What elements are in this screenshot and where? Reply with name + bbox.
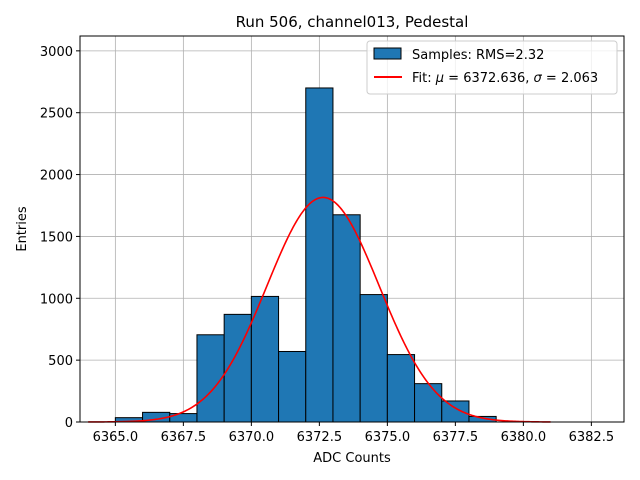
legend-fit-sep: , — [525, 71, 533, 86]
histogram-bar — [441, 400, 470, 423]
y-tick-label: 2000 — [40, 169, 73, 184]
legend-fit-sigma-eq: = — [542, 71, 561, 86]
fit-curve — [88, 196, 551, 423]
legend-fit-label: Fit: μ = 6372.636, σ = 2.063 — [412, 71, 598, 86]
x-tick-label: 6370.0 — [229, 430, 275, 445]
x-tick-label: 6365.0 — [93, 430, 139, 445]
histogram-bar — [278, 350, 307, 423]
x-tick-label: 6372.5 — [297, 430, 343, 445]
legend-samples-swatch — [373, 47, 402, 60]
x-tick-label: 6375.0 — [365, 430, 411, 445]
y-tick-label: 2500 — [40, 107, 73, 122]
histogram-bar — [305, 87, 334, 423]
plot-frame — [79, 35, 625, 423]
histogram-bar — [196, 334, 225, 423]
y-tick-label: 1000 — [40, 292, 73, 307]
y-tick-label: 500 — [48, 354, 73, 369]
legend: Samples: RMS=2.32 Fit: μ = 6372.636, σ =… — [366, 40, 618, 95]
x-tick-label: 6367.5 — [161, 430, 207, 445]
x-tick-label: 6382.5 — [569, 430, 615, 445]
x-tick-label: 6380.0 — [501, 430, 547, 445]
legend-fit-prefix: Fit: — [412, 71, 436, 86]
x-axis-label: ADC Counts — [313, 451, 391, 466]
y-axis-label: Entries — [15, 206, 30, 252]
legend-fit-mu-symbol: μ — [435, 71, 444, 86]
legend-fit-mu-eq: = — [444, 71, 463, 86]
legend-samples-label: Samples: RMS=2.32 — [412, 48, 544, 63]
histogram-bar — [386, 354, 416, 423]
legend-fit-sigma-symbol: σ — [534, 71, 543, 86]
legend-box — [366, 40, 618, 95]
legend-fit-sigma-value: 2.063 — [561, 71, 598, 86]
chart-title: Run 506, channel013, Pedestal — [236, 13, 469, 31]
histogram-bars — [114, 87, 497, 423]
y-tick-label: 3000 — [40, 45, 73, 60]
x-axis-ticks: 6365.0 6367.5 6370.0 6372.5 6375.0 6377.5 6380… — [93, 422, 615, 445]
fit-curve-group — [88, 196, 551, 423]
y-axis-ticks: 0 500 1000 1500 2000 2500 3000 — [40, 45, 80, 431]
histogram-bar — [332, 214, 361, 423]
histogram-bar — [414, 383, 443, 423]
x-tick-label: 6377.5 — [433, 430, 479, 445]
y-tick-label: 1500 — [40, 230, 73, 245]
histogram-bar — [250, 295, 280, 423]
legend-fit-mu-value: 6372.636 — [463, 71, 525, 86]
histogram-bar — [359, 294, 388, 423]
y-tick-label: 0 — [65, 416, 73, 431]
